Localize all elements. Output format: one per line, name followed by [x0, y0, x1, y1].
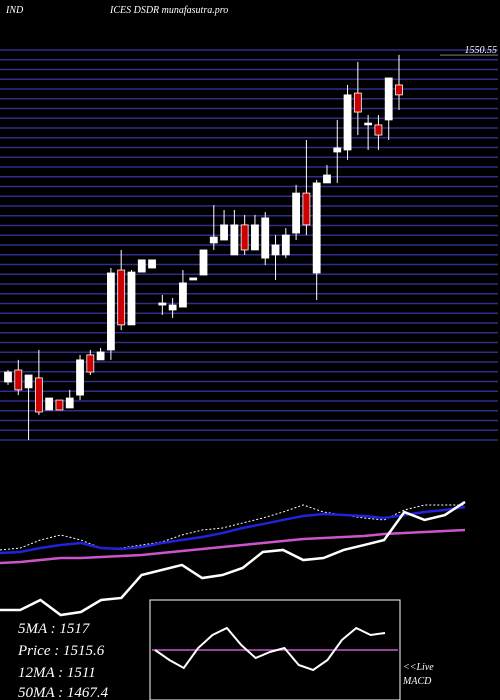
candle-body	[45, 397, 54, 411]
candle-body	[148, 259, 156, 269]
candle-body	[333, 147, 342, 153]
candle-body	[76, 359, 84, 396]
candle-body	[374, 124, 383, 136]
macd-label: <<Live	[403, 662, 434, 673]
candle-body	[127, 271, 136, 326]
candle-body	[323, 174, 331, 184]
candle-body	[55, 399, 64, 411]
indicator-line	[0, 500, 466, 617]
candle-body	[179, 282, 187, 308]
candle-body	[302, 192, 311, 226]
candle-body	[117, 269, 126, 326]
candle-body	[34, 377, 43, 413]
stat: 12MA : 1511	[18, 665, 96, 681]
candle-body	[158, 302, 167, 306]
indicator-line	[0, 504, 465, 551]
candle-body	[86, 354, 95, 373]
candle-body	[137, 259, 146, 273]
candle-body	[281, 234, 290, 256]
candle-body	[384, 77, 393, 121]
candle-body	[106, 272, 115, 351]
candle-body	[312, 182, 321, 274]
candle-body	[65, 397, 74, 409]
candle-body	[230, 224, 239, 256]
candle-body	[96, 351, 105, 361]
candle-body	[251, 224, 259, 251]
candle-body	[353, 92, 362, 113]
stat: 5MA : 1517	[18, 621, 91, 637]
candle-body	[292, 192, 301, 234]
candle-body	[220, 224, 228, 241]
candle-body	[209, 236, 218, 244]
candle-body	[14, 369, 23, 391]
title-left: IND	[5, 5, 24, 16]
macd-box	[149, 599, 401, 700]
candle-body	[199, 249, 208, 276]
candle-body	[395, 84, 403, 96]
title-right: ICES DSDR munafasutra.pro	[109, 5, 228, 16]
candle-body	[168, 304, 177, 311]
indicator-line	[0, 505, 466, 555]
y-tick-label: 1550.55	[465, 45, 498, 56]
candle-body	[261, 217, 270, 259]
candle-body	[364, 122, 373, 126]
candle-body	[271, 244, 280, 256]
macd-line	[154, 626, 386, 672]
stat: Price : 1515.6	[17, 643, 105, 659]
candle-body	[4, 371, 12, 383]
candle-body	[189, 277, 198, 281]
macd-label: MACD	[402, 676, 432, 687]
candle-body	[240, 224, 249, 251]
stat: 50MA : 1467.4	[18, 685, 109, 700]
candle-body	[24, 374, 33, 389]
candle-body	[343, 94, 352, 151]
